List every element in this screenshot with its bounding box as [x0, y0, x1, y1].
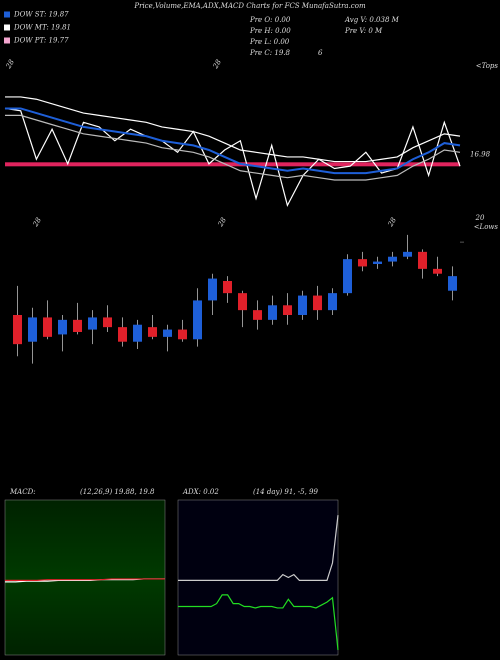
- candle-body: [448, 276, 457, 291]
- candle-body: [118, 327, 127, 342]
- candle-body: [178, 329, 187, 340]
- candle-body: [58, 319, 67, 335]
- candle-body: [328, 293, 337, 311]
- candle-body: [388, 256, 397, 262]
- info-text: Pre O: 0.00: [249, 16, 291, 24]
- legend-swatch: [4, 11, 10, 18]
- info-text: Pre V: 0 M: [344, 27, 383, 35]
- candle-body: [103, 317, 112, 328]
- chart-title: Price,Volume,EMA,ADX,MACD Charts for FCS…: [133, 2, 366, 10]
- candle-body: [373, 261, 382, 264]
- series-line: [178, 515, 339, 582]
- legend-label: DOW MT: 19.81: [13, 24, 71, 32]
- candle-body: [163, 329, 172, 337]
- candle-body: [43, 317, 52, 337]
- candle-body: [298, 295, 307, 315]
- y-tick-label: 20: [475, 214, 485, 222]
- candle-body: [268, 305, 277, 320]
- series-line: [5, 107, 461, 175]
- macd-panel: [4, 499, 166, 656]
- candle-body: [343, 259, 352, 294]
- info-text: Pre C: 19.8: [249, 49, 290, 57]
- candle-body: [433, 268, 442, 274]
- panel-subtitle: (14 day) 91, -5, 99: [253, 488, 319, 496]
- candle-body: [403, 251, 412, 257]
- series-line: [4, 107, 461, 208]
- panel-subtitle: (12,26,9) 19.88, 19.8: [80, 488, 155, 496]
- legend-label: DOW ST: 19.87: [13, 11, 69, 19]
- candle-body: [238, 293, 247, 311]
- candle-body: [283, 305, 292, 315]
- candle-body: [133, 324, 142, 342]
- candle-body: [253, 310, 262, 320]
- info-text: Avg V: 0.038 M: [344, 16, 400, 24]
- candle-body: [73, 319, 82, 332]
- candle-body: [358, 259, 367, 267]
- level-band: [5, 162, 460, 167]
- candle-body: [193, 300, 202, 340]
- candle-body: [13, 315, 22, 345]
- adx-panel: [177, 499, 339, 656]
- candle-body: [148, 327, 157, 337]
- candle-body: [28, 317, 37, 342]
- legend-swatch: [4, 24, 10, 31]
- info-text: 6: [318, 49, 323, 57]
- series-line: [5, 96, 461, 163]
- level-label: 16.98: [470, 150, 491, 158]
- panel-title: ADX: 0.02: [182, 488, 219, 496]
- candle-body: [223, 281, 232, 294]
- corner-label: <Tops: [476, 62, 499, 70]
- corner-label: <Lows: [474, 223, 499, 231]
- series-line: [5, 114, 461, 181]
- legend-label: DOW PT: 19.77: [13, 37, 69, 45]
- candle-body: [88, 317, 97, 330]
- panel-title: MACD:: [9, 488, 36, 496]
- legend-swatch: [4, 37, 10, 44]
- info-text: Pre L: 0.00: [249, 38, 290, 46]
- series-line: [5, 578, 165, 582]
- candle-body: [313, 295, 322, 311]
- info-text: Pre H: 0.00: [249, 27, 291, 35]
- candle-body: [208, 278, 217, 301]
- series-line: [178, 594, 339, 651]
- candle-body: [418, 251, 427, 269]
